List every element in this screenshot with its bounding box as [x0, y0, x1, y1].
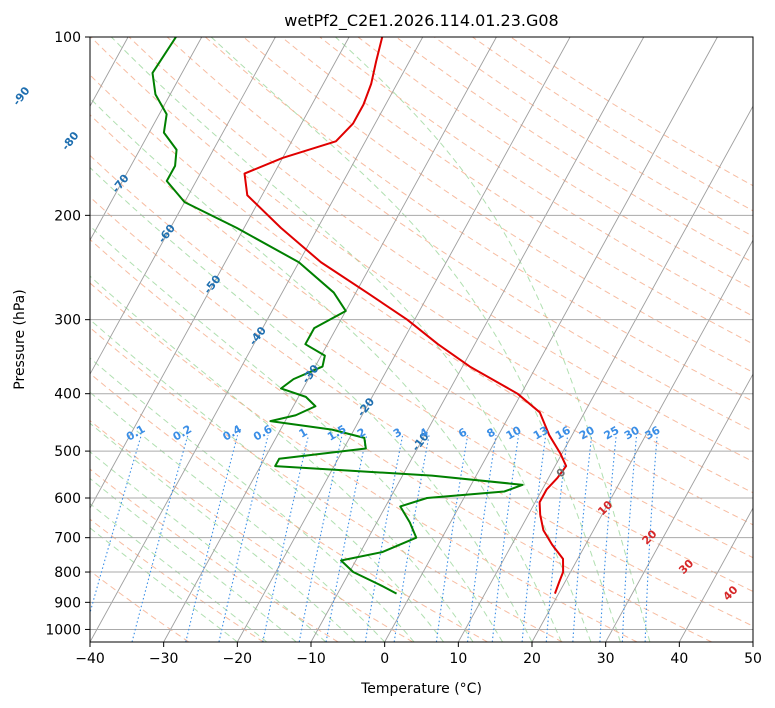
moist-adiabat-line: [90, 166, 533, 642]
isotherm-line: [236, 37, 571, 642]
dry-adiabat-line: [90, 154, 753, 592]
dry-adiabat-line: [90, 282, 638, 642]
mixing-ratio-line: [644, 435, 658, 642]
x-tick-label: −30: [149, 651, 179, 667]
dry-adiabat-line: [90, 570, 190, 642]
sounding-lines: [151, 37, 568, 595]
moist-adiabat-line: [90, 422, 356, 642]
moist-adiabat-line: [90, 451, 327, 642]
y-tick-label: 400: [54, 387, 81, 403]
moist-adiabat-line: [90, 391, 386, 642]
isotherm-label: -90: [10, 84, 33, 108]
dewpoint-line: [151, 37, 524, 595]
isotherms: [90, 37, 753, 642]
mixing-ratio-line: [466, 435, 497, 642]
x-axis-ticks: −40 −30 −20 −10 0 10 20 30 40 50: [75, 642, 762, 667]
y-axis-label: Pressure (hPa): [12, 289, 28, 389]
dry-adiabat-line: [357, 37, 753, 290]
isotherm-line: [384, 37, 718, 642]
x-tick-label: 30: [597, 651, 615, 667]
mixing-ratio-line: [393, 435, 430, 642]
plot-background: [90, 37, 753, 642]
dry-adiabat-line: [90, 372, 488, 642]
x-axis-label: Temperature (°C): [360, 681, 482, 697]
moist-adiabat-line: [335, 37, 651, 642]
mixing-ratio-line: [131, 435, 189, 642]
mixing-ratio-line: [325, 435, 368, 642]
isotherm-line: [678, 507, 753, 642]
moist-adiabat-line: [90, 275, 474, 642]
isotherm-line: [90, 37, 203, 242]
dry-adiabat-line: [90, 468, 339, 642]
x-tick-label: −40: [75, 651, 105, 667]
moist-adiabats: [90, 37, 651, 642]
y-tick-label: 600: [54, 491, 81, 507]
moist-adiabat-line: [210, 37, 621, 642]
isotherm-line: [163, 37, 497, 642]
y-tick-label: 800: [54, 565, 81, 581]
dry-adiabat-line: [90, 196, 753, 627]
x-tick-label: −10: [296, 651, 326, 667]
x-tick-label: 50: [744, 651, 762, 667]
mixing-ratio-line: [545, 435, 569, 642]
x-tick-label: 20: [523, 651, 541, 667]
y-tick-label: 1000: [45, 622, 81, 638]
dry-adiabat-line: [243, 37, 753, 373]
dry-adiabat-line: [90, 74, 753, 526]
y-tick-label: 200: [54, 208, 81, 224]
y-tick-label: 700: [54, 531, 81, 547]
mixing-ratio-line: [435, 435, 469, 642]
moist-adiabat-line: [90, 97, 562, 642]
moist-adiabat-line: [90, 319, 444, 642]
mixing-ratio-line: [621, 435, 638, 642]
mixing-ratio-line: [364, 435, 404, 642]
mixing-ratio-line: [599, 435, 617, 642]
dry-adiabat-line: [166, 37, 753, 432]
mixing-ratio-line: [521, 435, 547, 642]
isotherm-line: [531, 239, 753, 642]
isotherm-label: -80: [59, 129, 82, 153]
isotherm-line: [457, 105, 753, 642]
x-tick-label: 0: [380, 651, 389, 667]
dry-adiabat-line: [319, 37, 753, 317]
chart-title: wetPf2_C2E1.2026.114.01.23.G08: [284, 11, 558, 31]
moist-adiabat-line: [110, 37, 592, 642]
isotherm-line: [605, 373, 753, 642]
isotherm-line: [752, 641, 753, 642]
x-tick-label: −20: [223, 651, 253, 667]
mixing-ratio-line: [298, 435, 343, 642]
y-tick-label: 500: [54, 444, 81, 460]
mixing-ratio-line: [90, 435, 142, 615]
moist-adiabat-line: [90, 225, 503, 642]
dry-adiabat-line: [90, 327, 563, 642]
isotherm-line: [90, 37, 424, 642]
x-tick-label: 10: [449, 651, 467, 667]
mixing-ratio-line: [218, 435, 269, 642]
temperature-line: [243, 37, 568, 594]
mixing-ratio-line: [262, 435, 310, 642]
mixing-ratio-line: [572, 435, 593, 642]
dry-adiabat-line: [90, 238, 712, 642]
y-tick-label: 100: [54, 30, 81, 46]
dry-adiabat-line: [90, 518, 264, 642]
y-tick-label: 300: [54, 313, 81, 329]
y-tick-label: 900: [54, 595, 81, 611]
mixing-ratio-lines: [90, 435, 658, 642]
y-axis-ticks: 1000 900 800 700 600 500 400 300 200 100: [45, 30, 90, 638]
isotherm-line: [90, 37, 350, 509]
x-tick-label: 40: [670, 651, 688, 667]
isotherm-line: [90, 37, 276, 376]
mixing-ratio-line: [491, 435, 520, 642]
dry-adiabat-line: [205, 37, 753, 402]
plot-frame: [89, 36, 754, 643]
isobars: [90, 37, 753, 630]
isotherm-line: [310, 37, 645, 642]
